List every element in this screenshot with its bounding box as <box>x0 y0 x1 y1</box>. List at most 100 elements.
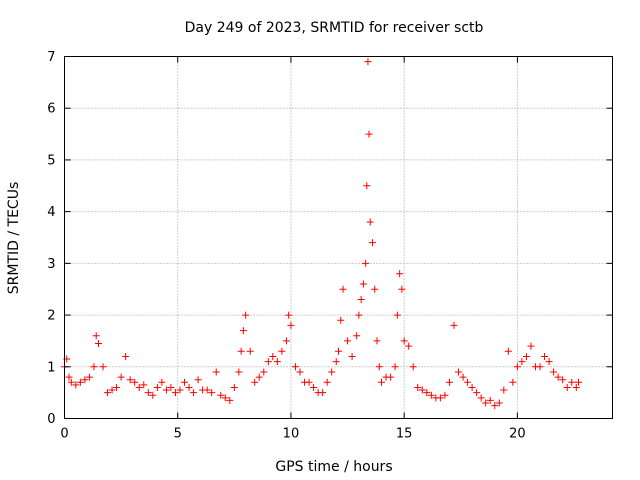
data-point <box>423 389 431 397</box>
data-point <box>113 383 121 391</box>
data-point <box>140 381 148 389</box>
data-point <box>328 368 336 376</box>
data-point <box>131 378 139 386</box>
axis-ticks: 0 5 10 15 20 0 1 2 3 4 5 6 7 <box>47 50 613 442</box>
y-tick-label: 7 <box>47 50 55 65</box>
data-point <box>335 347 342 355</box>
data-point <box>291 363 299 371</box>
y-tick-label: 0 <box>47 412 55 427</box>
data-point <box>176 386 184 394</box>
data-point <box>363 182 371 190</box>
data-point <box>409 363 417 371</box>
data-point <box>495 399 503 407</box>
data-point <box>563 383 571 391</box>
data-point <box>153 383 161 391</box>
data-point <box>237 347 245 355</box>
data-point <box>509 378 517 386</box>
data-point <box>364 58 372 66</box>
data-point <box>273 358 281 366</box>
data-point <box>541 352 549 360</box>
data-point <box>181 378 189 386</box>
data-point <box>226 396 234 404</box>
data-point <box>366 218 374 226</box>
data-point <box>486 396 494 404</box>
y-axis-label: SRMTID / TECUs <box>6 182 22 295</box>
data-point <box>527 342 535 350</box>
data-points <box>61 58 583 410</box>
data-point <box>348 352 356 360</box>
data-point <box>92 332 100 340</box>
data-point <box>418 386 426 394</box>
data-point <box>194 376 202 384</box>
data-point <box>477 394 485 402</box>
y-tick-label: 1 <box>47 360 55 375</box>
data-point <box>246 347 254 355</box>
data-point <box>545 358 553 366</box>
data-point <box>400 337 408 345</box>
data-point <box>337 316 345 324</box>
data-point <box>468 383 476 391</box>
data-point <box>482 399 490 407</box>
data-point <box>65 373 73 381</box>
data-point <box>473 389 481 397</box>
data-point <box>559 376 567 384</box>
data-point <box>81 376 89 384</box>
data-point <box>491 402 499 410</box>
data-point <box>319 389 327 397</box>
data-point <box>296 368 304 376</box>
data-point <box>235 368 243 376</box>
data-point <box>371 285 379 293</box>
x-tick-label: 15 <box>396 427 413 442</box>
x-axis-label: GPS time / hours <box>275 459 392 475</box>
data-point <box>554 373 562 381</box>
data-point <box>518 358 526 366</box>
data-point <box>332 358 340 366</box>
data-point <box>500 386 508 394</box>
data-point <box>85 373 93 381</box>
data-point <box>464 378 472 386</box>
data-point <box>94 340 102 348</box>
data-point <box>260 368 268 376</box>
data-point <box>359 280 367 288</box>
data-point <box>99 363 107 371</box>
chart-title: Day 249 of 2023, SRMTID for receiver sct… <box>185 20 484 36</box>
data-point <box>212 368 220 376</box>
data-point <box>391 363 399 371</box>
y-tick-label: 2 <box>47 309 55 324</box>
data-point <box>405 342 413 350</box>
data-point <box>171 389 179 397</box>
data-point <box>522 352 530 360</box>
data-point <box>126 376 134 384</box>
data-point <box>67 378 75 386</box>
data-point <box>285 311 293 319</box>
data-point <box>203 386 211 394</box>
grid <box>64 56 613 419</box>
data-point <box>575 378 583 386</box>
data-point <box>135 383 143 391</box>
data-point <box>344 337 352 345</box>
data-point <box>398 285 406 293</box>
data-point <box>108 386 116 394</box>
data-point <box>162 386 170 394</box>
data-point <box>310 383 318 391</box>
y-tick-label: 4 <box>47 205 55 220</box>
x-tick-label: 20 <box>509 427 526 442</box>
data-point <box>190 389 198 397</box>
data-point <box>167 383 175 391</box>
data-point <box>239 327 247 335</box>
data-point <box>76 378 84 386</box>
data-point <box>144 389 152 397</box>
data-point <box>459 373 467 381</box>
data-point <box>323 378 331 386</box>
data-point <box>305 378 313 386</box>
data-point <box>357 296 365 304</box>
data-point <box>104 389 112 397</box>
data-point <box>90 363 98 371</box>
data-point <box>269 352 277 360</box>
data-point <box>373 337 381 345</box>
data-point <box>436 394 444 402</box>
data-point <box>393 311 401 319</box>
data-point <box>375 363 383 371</box>
data-point <box>568 378 576 386</box>
